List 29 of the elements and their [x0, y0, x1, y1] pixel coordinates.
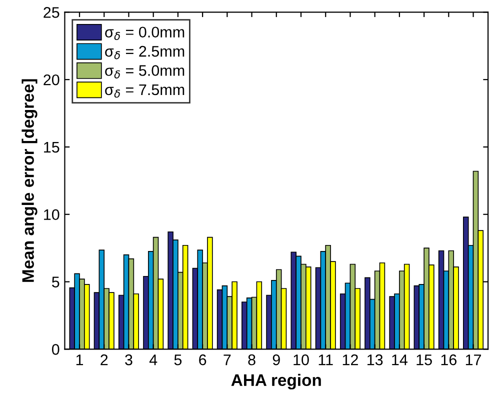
x-tick-label: 11 — [318, 354, 333, 366]
x-tick-label: 1 — [76, 354, 84, 366]
y-tick-label: 5 — [52, 276, 60, 288]
x-tick-label: 9 — [272, 354, 280, 366]
x-tick-label: 10 — [294, 354, 309, 366]
y-tick-label: 15 — [44, 142, 60, 153]
x-tick-label: 4 — [149, 354, 158, 366]
x-tick-label: 2 — [100, 354, 108, 366]
x-tick-label: 6 — [199, 354, 206, 366]
x-tick-label: 15 — [416, 354, 432, 366]
x-tick-label: 13 — [368, 354, 383, 366]
y-tick-label: 10 — [44, 209, 60, 220]
x-tick-label: 12 — [342, 354, 358, 366]
x-tick-label: 16 — [441, 354, 456, 366]
legend-label: σ$_{δ}$ = 0.0mm — [105, 26, 184, 40]
x-tick-label: 5 — [174, 354, 182, 366]
legend-label: σ$_{δ}$ = 5.0mm — [105, 65, 184, 78]
y-tick-label: 20 — [44, 74, 60, 86]
x-axis-title: AHA region — [231, 374, 321, 390]
x-tick-label: 7 — [224, 354, 231, 366]
y-tick-label: 25 — [44, 7, 60, 18]
x-tick-label: 3 — [125, 354, 132, 366]
x-tick-label: 14 — [392, 354, 408, 366]
y-tick-label: 0 — [52, 344, 60, 355]
legend-label: σ$_{δ}$ = 7.5mm — [105, 84, 184, 98]
y-axis-title: Mean angle error [degree] — [22, 79, 38, 282]
x-tick-label: 17 — [466, 354, 482, 366]
x-tick-label: 8 — [248, 354, 256, 366]
legend-label: σ$_{δ}$ = 2.5mm — [105, 46, 184, 60]
